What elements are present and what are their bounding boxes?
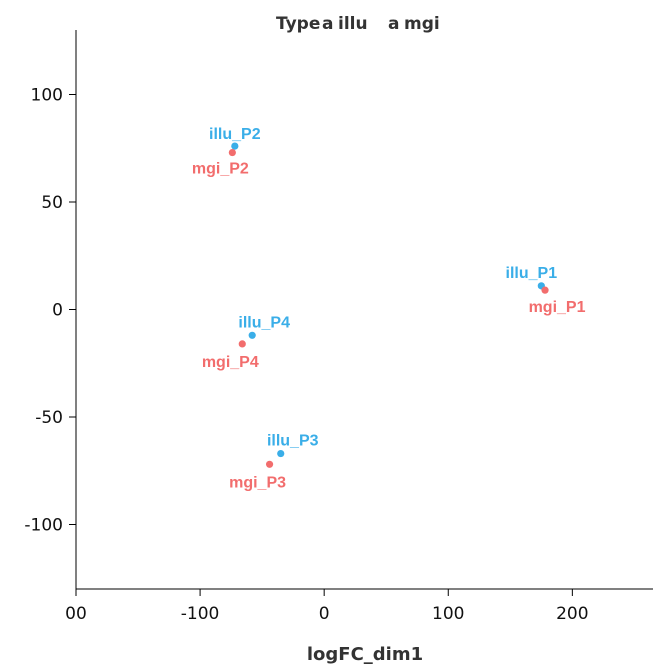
chart-marks: illu_P2 illu_P1 illu_P4 illu_P3 mgi_P2 mgi_P1… [192,126,586,491]
point-label: illu_P4 [238,314,290,331]
point-illu [231,142,239,150]
point-label: illu_P1 [506,265,558,282]
point-illu [248,331,256,339]
y-tick-label: -100 [24,516,63,536]
point-label: mgi_P3 [229,474,286,491]
y-tick-label: 0 [52,301,63,321]
x-tick-label: 100 [432,604,464,624]
x-tick-label: 00 [65,604,87,624]
x-tick-label: 200 [556,604,588,624]
point-illu [277,449,285,458]
point-label: mgi_P1 [529,299,586,316]
legend: Type a illu a mgi [276,14,440,34]
y-tick-label: 50 [41,193,63,213]
y-tick-label: -50 [35,408,63,428]
point-label: mgi_P4 [202,354,259,371]
legend-entry-label: illu [338,14,368,34]
point-mgi [265,460,274,468]
x-tick-label: -100 [181,604,220,624]
legend-glyph: a [322,14,333,34]
point-label: illu_P2 [209,126,261,143]
legend-glyph: a [388,14,399,34]
y-tick-label: 100 [31,86,63,106]
x-axis-title: logFC_dim1 [307,644,423,665]
axes: 100 50 0 -50 -100 00 -100 0 100 200 [24,30,653,624]
point-mgi [541,286,549,294]
x-tick-label: 0 [319,604,330,624]
point-mgi [238,340,246,348]
legend-title: Type [276,14,320,34]
point-label: illu_P3 [267,433,319,450]
legend-entry-label: mgi [404,14,440,34]
point-mgi [228,148,236,157]
point-label: mgi_P2 [192,161,249,178]
